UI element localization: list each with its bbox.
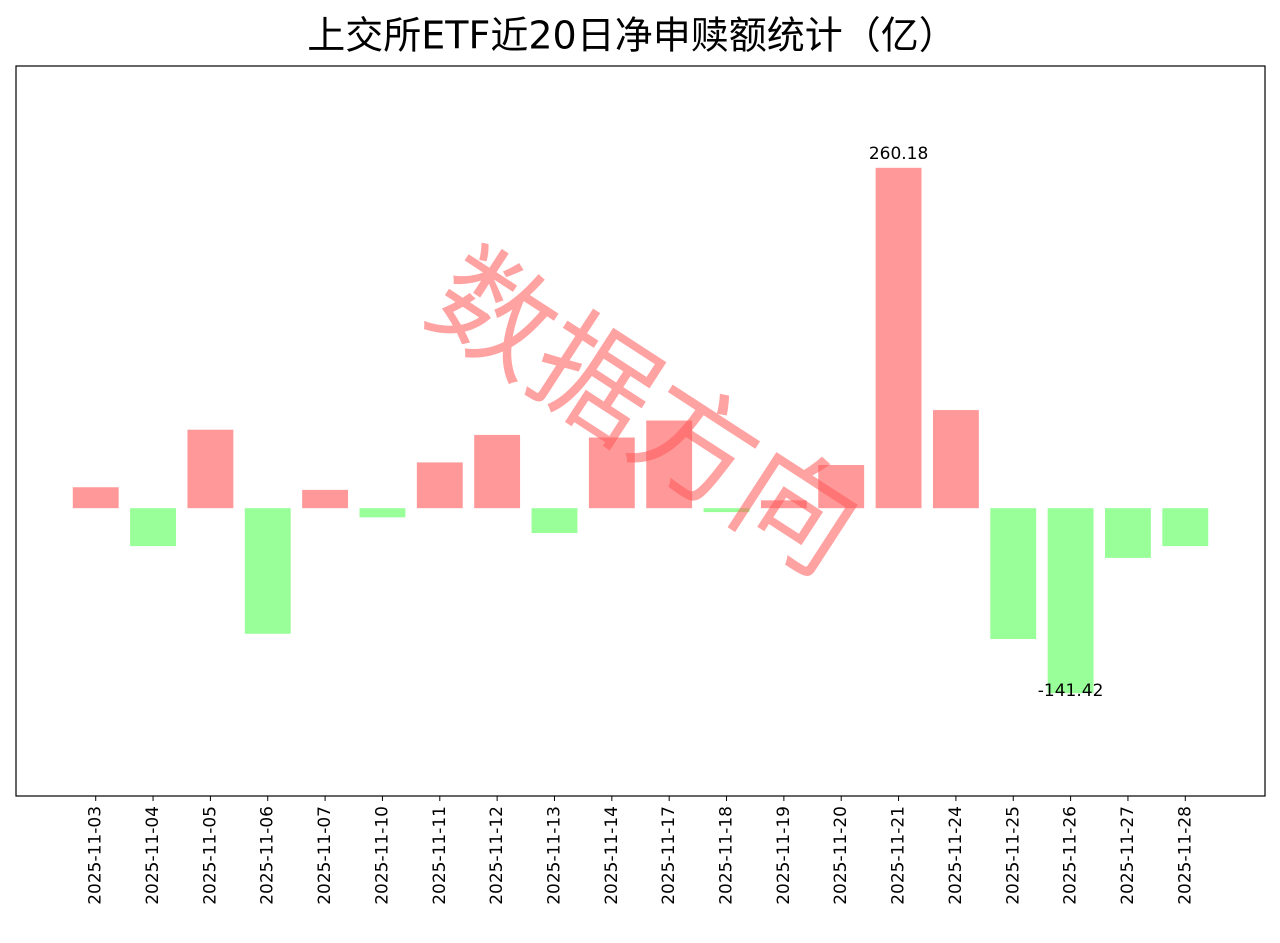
x-tick-label: 2025-11-05 (200, 806, 220, 905)
x-tick-label: 2025-11-03 (86, 806, 106, 905)
bar (875, 167, 922, 509)
plot-frame (15, 65, 1266, 797)
x-tick-label: 2025-11-25 (1003, 806, 1023, 905)
bar (990, 508, 1037, 640)
bar (932, 410, 979, 509)
x-tick-label: 2025-11-27 (1118, 806, 1138, 905)
x-tick-label: 2025-11-13 (544, 806, 564, 905)
x-tick-label: 2025-11-28 (1175, 806, 1195, 905)
bar (474, 434, 521, 509)
value-label: 260.18 (869, 144, 928, 164)
bar (531, 508, 578, 534)
x-tick-label: 2025-11-11 (430, 806, 450, 905)
bar (1105, 508, 1151, 558)
x-tick-label: 2025-11-04 (143, 806, 163, 905)
bar (72, 487, 119, 509)
value-label: -141.42 (1038, 681, 1104, 701)
bar (646, 420, 693, 509)
bar (588, 437, 635, 509)
x-tick-label: 2025-11-21 (889, 806, 909, 905)
x-tick-label: 2025-11-18 (717, 806, 737, 905)
bar (302, 489, 349, 509)
bar (244, 508, 291, 634)
x-tick-label: 2025-11-24 (946, 806, 966, 905)
bar (359, 508, 406, 518)
bar (416, 462, 463, 509)
watermark: 数据方向 (405, 224, 883, 602)
bar (1047, 508, 1094, 694)
x-tick-label: 2025-11-06 (258, 806, 278, 905)
x-tick-label: 2025-11-14 (602, 806, 622, 905)
x-tick-label: 2025-11-12 (487, 806, 507, 905)
x-tick-label: 2025-11-10 (372, 806, 392, 905)
bar (703, 508, 750, 513)
x-tick-label: 2025-11-17 (659, 806, 679, 905)
bar (187, 429, 234, 509)
bar (818, 465, 865, 509)
chart-title: 上交所ETF近20日净申赎额统计（亿） (307, 14, 956, 58)
bar (1162, 508, 1209, 547)
x-tick-label: 2025-11-26 (1061, 806, 1081, 905)
bar (760, 500, 807, 509)
x-tick-label: 2025-11-20 (831, 806, 851, 905)
x-tick-label: 2025-11-07 (315, 806, 335, 905)
bar (130, 508, 176, 547)
x-tick-label: 2025-11-19 (774, 806, 794, 905)
